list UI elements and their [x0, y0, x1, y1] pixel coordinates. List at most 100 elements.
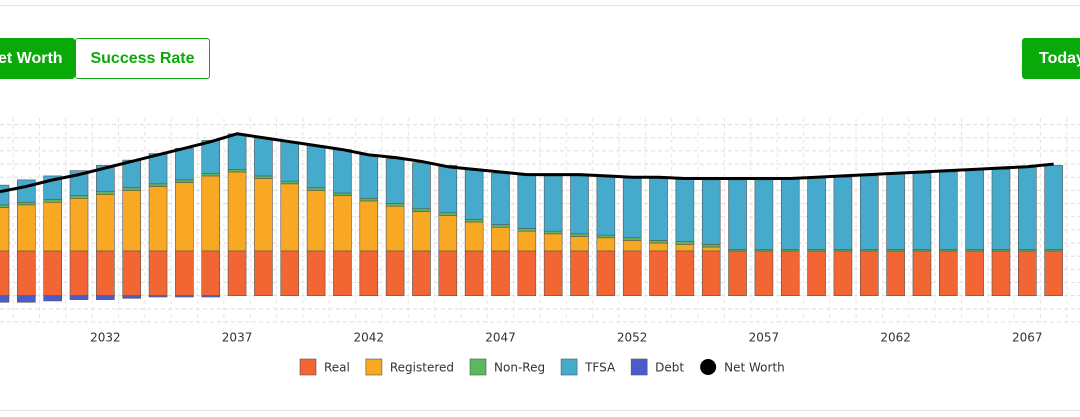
bar-segment — [701, 244, 721, 248]
bar-segment — [359, 250, 379, 296]
bar-segment — [227, 171, 247, 252]
bar-segment — [596, 250, 616, 296]
separator — [0, 5, 1080, 6]
bar-segment — [649, 250, 668, 296]
bar-segment — [517, 250, 537, 296]
bar-segment — [754, 179, 774, 250]
bar-segment — [254, 175, 273, 179]
bar-segment — [122, 250, 142, 296]
legend-label: Registered — [390, 361, 454, 375]
bar-segment — [254, 137, 273, 177]
bar-segment — [306, 145, 326, 189]
bar-segment — [43, 201, 62, 252]
bar-segment — [859, 250, 879, 296]
bar-segment — [622, 250, 642, 296]
bar-segment — [43, 250, 62, 296]
bar-segment — [227, 250, 247, 296]
bar-segment — [0, 204, 10, 208]
bar-segment — [280, 180, 300, 185]
bar-segment — [438, 215, 458, 252]
bar-segment — [938, 250, 958, 296]
bar-segment — [148, 183, 168, 187]
bar-segment — [543, 230, 563, 235]
bar-segment — [464, 169, 484, 220]
bar-segment — [359, 154, 379, 199]
bar-segment — [570, 236, 589, 252]
bar-segment — [991, 169, 1011, 250]
bar-segment — [912, 172, 932, 250]
bar-segment — [17, 295, 36, 303]
bar-segment — [596, 175, 616, 236]
bar-segment — [17, 204, 36, 252]
bar-segment — [333, 195, 352, 252]
bar-segment — [517, 228, 537, 232]
bar-segment — [491, 224, 510, 228]
bar-segment — [148, 250, 168, 296]
bar-segment — [148, 295, 168, 298]
bar-segment — [43, 199, 62, 203]
net-worth-button[interactable]: Net Worth — [0, 38, 75, 79]
x-tick-label: 2042 — [354, 331, 385, 345]
bar-segment — [69, 295, 89, 300]
bar-segment — [965, 169, 984, 250]
bar-segment — [412, 208, 431, 212]
bar-segment — [412, 211, 431, 252]
bar-segment — [1018, 166, 1037, 250]
bar-segment — [596, 234, 616, 239]
bar-segment — [201, 250, 221, 296]
legend-label: Debt — [655, 361, 684, 375]
legend-label: Real — [324, 361, 350, 375]
bar-segment — [649, 176, 668, 241]
bar-segment — [96, 250, 115, 296]
bar-segment — [385, 158, 405, 204]
bar-segment — [0, 207, 10, 252]
bar-segment — [754, 250, 774, 296]
bar-segment — [464, 221, 484, 252]
bar-segment — [385, 250, 405, 296]
bar-segment — [464, 250, 484, 296]
bar-segment — [649, 240, 668, 244]
success-rate-button[interactable]: Success Rate — [75, 38, 210, 79]
bar-segment — [807, 176, 826, 250]
legend-marker — [630, 358, 648, 376]
bar-segment — [570, 233, 589, 237]
bar-segment — [701, 246, 721, 252]
bar-segment — [17, 179, 36, 203]
bar-segment — [96, 191, 115, 195]
bar-segment — [201, 175, 221, 252]
bar-segment — [0, 250, 10, 296]
bar-segment — [438, 165, 458, 214]
bar-segment — [886, 250, 905, 296]
bar-segment — [728, 250, 747, 296]
bar-segment — [0, 295, 10, 303]
legend-marker — [700, 359, 717, 375]
bar-segment — [438, 212, 458, 216]
bar-segment — [122, 190, 142, 252]
bar-segment — [675, 244, 695, 252]
bar-segment — [517, 174, 537, 229]
bar-segment — [649, 242, 668, 252]
legend-marker — [469, 358, 487, 376]
bar-segment — [622, 240, 642, 252]
bar-segment — [807, 250, 826, 296]
legend-marker — [365, 358, 383, 376]
bar-segment — [675, 250, 695, 296]
bar-segment — [359, 197, 379, 202]
bar-segment — [96, 194, 115, 252]
bar-segment — [491, 250, 510, 296]
bar-segment — [201, 295, 221, 298]
bar-segment — [122, 187, 142, 191]
bar-segment — [570, 175, 589, 235]
bar-segment — [701, 250, 721, 296]
bar-segment — [965, 250, 984, 296]
bar-segment — [148, 186, 168, 252]
bar-segment — [780, 178, 800, 250]
legend-marker — [560, 358, 578, 376]
today-button[interactable]: Today — [1022, 38, 1080, 79]
bar-segment — [701, 179, 721, 245]
bar-segment — [359, 200, 379, 252]
separator — [0, 410, 1080, 411]
bar-segment — [306, 187, 326, 191]
bar-segment — [96, 165, 115, 193]
